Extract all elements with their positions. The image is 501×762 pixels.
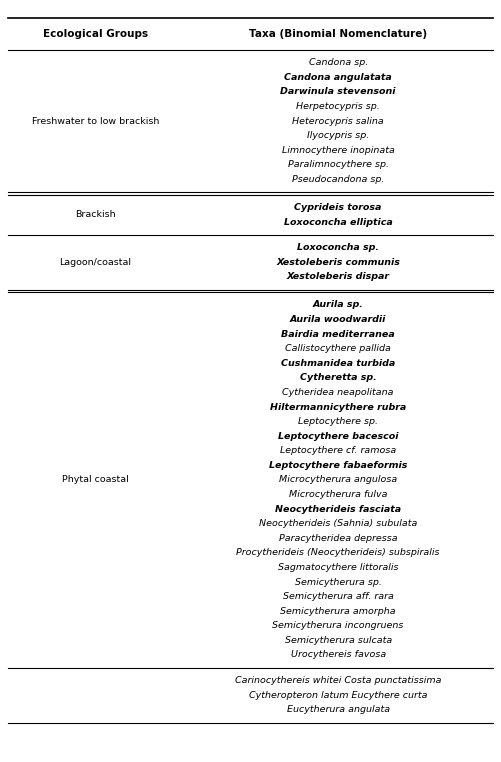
Text: Semicytherura amorpha: Semicytherura amorpha <box>281 607 396 616</box>
Text: Paracytheridea depressa: Paracytheridea depressa <box>279 534 397 543</box>
Text: Carinocythereis whitei Costa punctatissima: Carinocythereis whitei Costa punctatissi… <box>235 676 441 685</box>
Text: Lagoon/coastal: Lagoon/coastal <box>59 258 131 267</box>
Text: Candona angulatata: Candona angulatata <box>284 73 392 82</box>
Text: Microcytherura angulosa: Microcytherura angulosa <box>279 475 397 485</box>
Text: Ecological Groups: Ecological Groups <box>43 29 148 39</box>
Text: Candona sp.: Candona sp. <box>309 58 368 67</box>
Text: Phytal coastal: Phytal coastal <box>62 475 129 485</box>
Text: Taxa (Binomial Nomenclature): Taxa (Binomial Nomenclature) <box>249 29 427 39</box>
Text: Neocytherideis fasciata: Neocytherideis fasciata <box>275 504 401 514</box>
Text: Hiltermannicythere rubra: Hiltermannicythere rubra <box>270 402 406 411</box>
Text: Cytheridea neapolitana: Cytheridea neapolitana <box>283 388 394 397</box>
Text: Cyprideis torosa: Cyprideis torosa <box>295 203 382 212</box>
Text: Semicytherura aff. rara: Semicytherura aff. rara <box>283 592 394 601</box>
Text: Heterocypris salina: Heterocypris salina <box>292 117 384 126</box>
Text: Semicytherura sp.: Semicytherura sp. <box>295 578 382 587</box>
Text: Aurila sp.: Aurila sp. <box>313 300 364 309</box>
Text: Freshwater to low brackish: Freshwater to low brackish <box>32 117 159 126</box>
Text: Callistocythere pallida: Callistocythere pallida <box>285 344 391 354</box>
Text: Aurila woodwardii: Aurila woodwardii <box>290 315 386 324</box>
Text: Eucytherura angulata: Eucytherura angulata <box>287 705 390 714</box>
Text: Limnocythere inopinata: Limnocythere inopinata <box>282 146 395 155</box>
Text: Herpetocypris sp.: Herpetocypris sp. <box>296 102 380 111</box>
Text: Leptocythere cf. ramosa: Leptocythere cf. ramosa <box>280 447 396 455</box>
Text: Loxoconcha elliptica: Loxoconcha elliptica <box>284 218 393 226</box>
Text: Procytherideis (Neocytherideis) subspiralis: Procytherideis (Neocytherideis) subspira… <box>236 549 440 557</box>
Text: Cytheropteron latum Eucythere curta: Cytheropteron latum Eucythere curta <box>249 690 427 700</box>
Text: Brackish: Brackish <box>75 210 116 219</box>
Text: Semicytherura sulcata: Semicytherura sulcata <box>285 636 392 645</box>
Text: Darwinula stevensoni: Darwinula stevensoni <box>281 88 396 97</box>
Text: Cushmanidea turbida: Cushmanidea turbida <box>281 359 395 368</box>
Text: Semicytherura incongruens: Semicytherura incongruens <box>273 621 404 630</box>
Text: Xestoleberis dispar: Xestoleberis dispar <box>287 272 390 281</box>
Text: Microcytherura fulva: Microcytherura fulva <box>289 490 387 499</box>
Text: Urocythereis favosa: Urocythereis favosa <box>291 651 386 659</box>
Text: Loxoconcha sp.: Loxoconcha sp. <box>297 243 379 252</box>
Text: Sagmatocythere littoralis: Sagmatocythere littoralis <box>278 563 398 572</box>
Text: Leptocythere fabaeformis: Leptocythere fabaeformis <box>269 461 407 470</box>
Text: Leptocythere sp.: Leptocythere sp. <box>298 417 378 426</box>
Text: Ilyocypris sp.: Ilyocypris sp. <box>307 131 369 140</box>
Text: Xestoleberis communis: Xestoleberis communis <box>276 258 400 267</box>
Text: Cytheretta sp.: Cytheretta sp. <box>300 373 377 383</box>
Text: Leptocythere bacescoi: Leptocythere bacescoi <box>278 432 398 440</box>
Text: Neocytherideis (Sahnia) subulata: Neocytherideis (Sahnia) subulata <box>259 519 417 528</box>
Text: Pseudocandona sp.: Pseudocandona sp. <box>292 175 384 184</box>
Text: Paralimnocythere sp.: Paralimnocythere sp. <box>288 160 389 169</box>
Text: Bairdia mediterranea: Bairdia mediterranea <box>281 330 395 338</box>
